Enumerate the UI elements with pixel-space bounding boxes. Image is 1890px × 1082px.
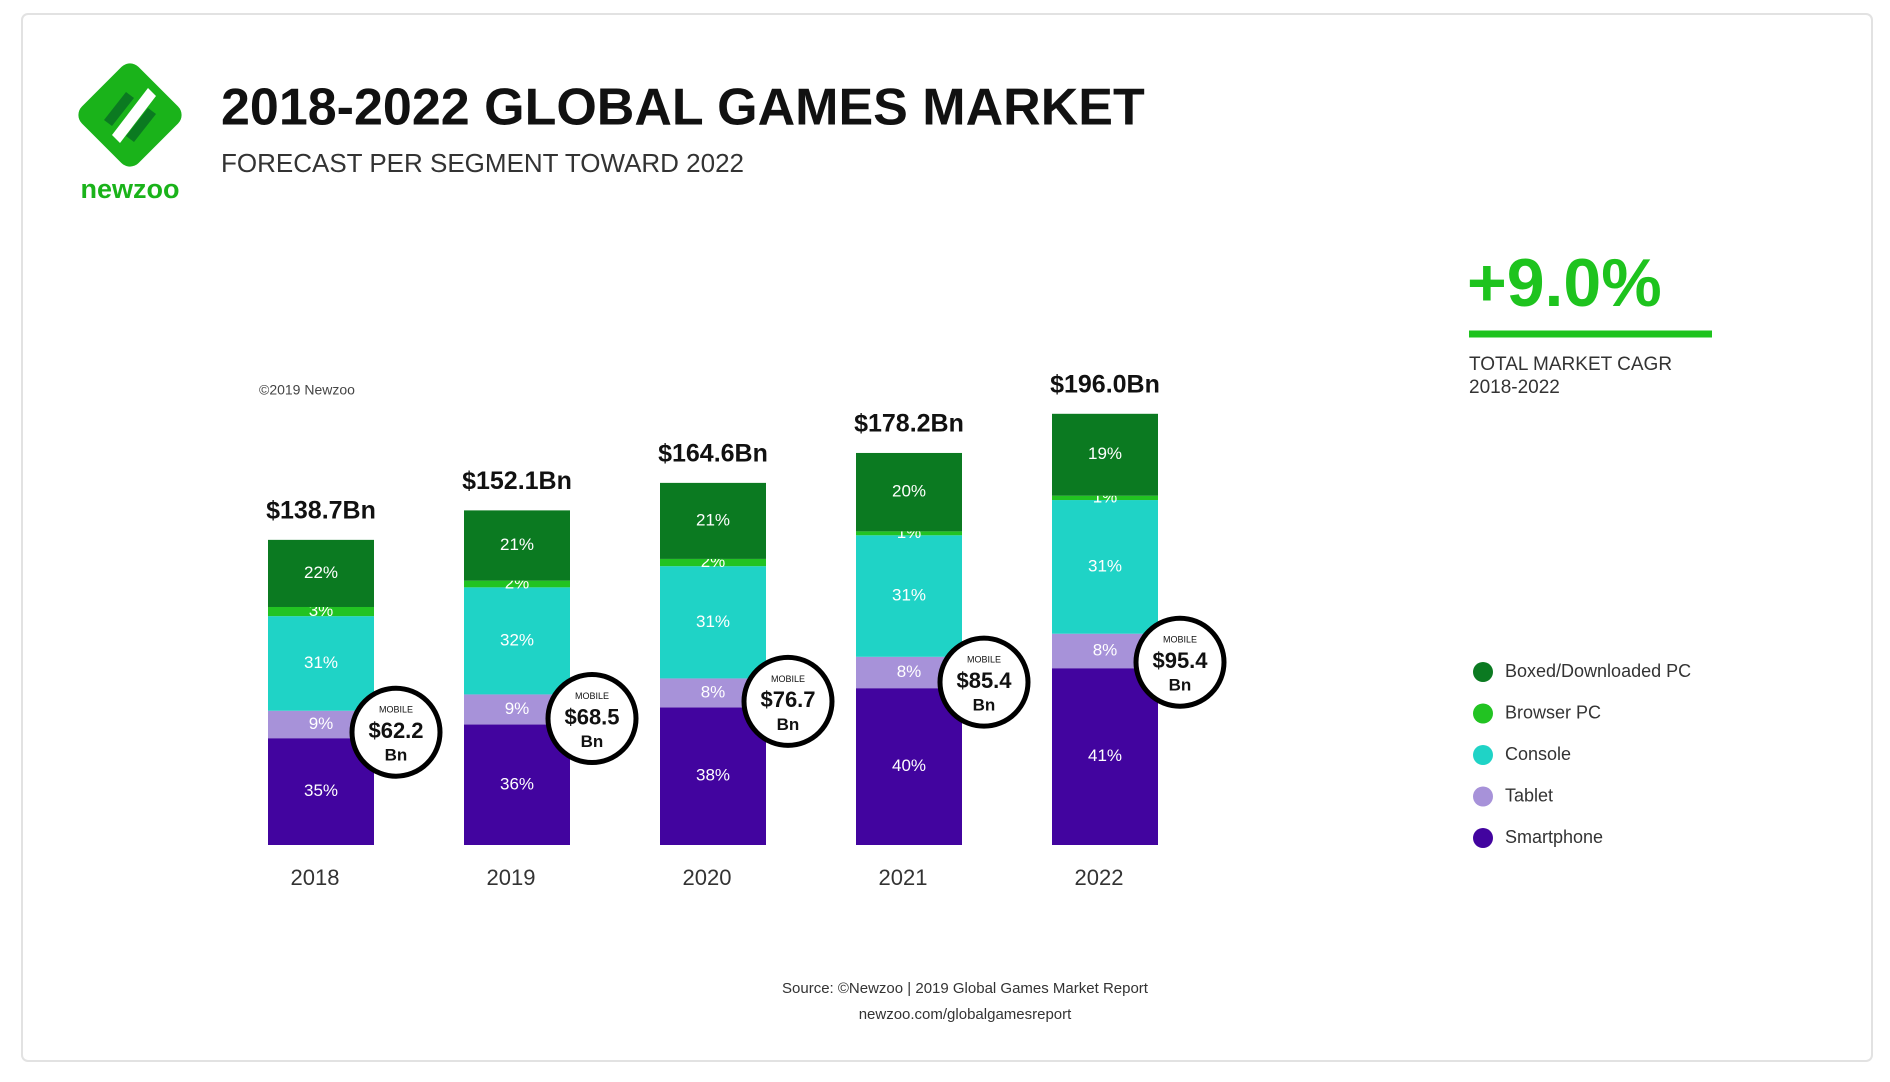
segment: [660, 558, 766, 567]
mobile-caption: MOBILE: [575, 691, 609, 701]
legend-label: Tablet: [1505, 785, 1553, 805]
segment-label: 31%: [304, 653, 338, 672]
cagr-value: +9.0%: [1467, 245, 1662, 321]
subtitle: FORECAST PER SEGMENT TOWARD 2022: [221, 148, 744, 178]
legend-label: Console: [1505, 744, 1571, 764]
segment: [464, 587, 570, 695]
total-label: $196.0Bn: [1050, 370, 1160, 398]
segment-label: 31%: [696, 612, 730, 631]
legend-swatch: [1473, 786, 1493, 807]
legend-label: Boxed/Downloaded PC: [1505, 661, 1691, 681]
segment: [268, 616, 374, 711]
segment-label: 21%: [696, 510, 730, 529]
mobile-unit: Bn: [1169, 676, 1192, 695]
mobile-value: $76.7: [760, 687, 815, 712]
segment: [464, 510, 570, 581]
segment-label: 8%: [701, 682, 726, 701]
mobile-unit: Bn: [385, 746, 408, 765]
mobile-value: $95.4: [1152, 648, 1208, 673]
mobile-badge: [937, 635, 1031, 729]
mobile-badge: [545, 672, 639, 766]
cagr-period: 2018-2022: [1469, 377, 1560, 398]
segment-label: 32%: [500, 630, 534, 649]
segment-label: 40%: [892, 756, 926, 775]
x-tick-label: 2019: [487, 865, 536, 890]
legend-swatch: [1473, 662, 1493, 682]
legend-swatch: [1473, 703, 1493, 724]
mobile-caption: MOBILE: [771, 674, 805, 684]
segment-label: 8%: [897, 662, 922, 681]
cagr-label: TOTAL MARKET CAGR: [1469, 354, 1672, 375]
mobile-badge: [349, 685, 443, 779]
title: 2018-2022 GLOBAL GAMES MARKET: [221, 79, 1145, 137]
legend-swatch: [1473, 828, 1493, 848]
segment-label: 19%: [1088, 444, 1122, 463]
segment: [660, 566, 766, 679]
segment: [856, 688, 962, 845]
legend-swatch: [1473, 745, 1493, 765]
segment-label: 41%: [1088, 746, 1122, 765]
segment: [856, 535, 962, 657]
logo-text: newzoo: [81, 174, 180, 204]
segment: [1052, 668, 1158, 845]
mobile-caption: MOBILE: [379, 705, 413, 715]
x-tick-label: 2020: [683, 865, 732, 890]
segment-label: 20%: [892, 482, 926, 501]
segment-label: 9%: [505, 699, 530, 718]
x-tick-label: 2018: [291, 865, 340, 890]
copyright: ©2019 Newzoo: [259, 382, 355, 398]
legend-label: Browser PC: [1505, 702, 1601, 722]
mobile-unit: Bn: [973, 696, 996, 715]
segment: [856, 531, 962, 536]
segment: [1052, 413, 1158, 496]
mobile-badge: [741, 654, 835, 748]
logo: [78, 63, 182, 167]
segment: [464, 724, 570, 845]
segment: [1052, 500, 1158, 634]
segment-label: 9%: [309, 714, 334, 733]
total-label: $178.2Bn: [854, 410, 964, 438]
mobile-unit: Bn: [777, 715, 800, 734]
segment: [464, 580, 570, 588]
segment-label: 31%: [1088, 556, 1122, 575]
total-label: $164.6Bn: [658, 439, 768, 467]
segment-label: 21%: [500, 535, 534, 554]
segment: [1052, 495, 1158, 501]
segment: [268, 606, 374, 617]
total-label: $152.1Bn: [462, 467, 572, 495]
segment-label: 22%: [304, 563, 338, 582]
legend-label: Smartphone: [1505, 827, 1603, 847]
segment: [856, 452, 962, 532]
mobile-value: $62.2: [368, 718, 423, 743]
segment: [660, 482, 766, 559]
segment: [268, 539, 374, 607]
x-tick-label: 2022: [1075, 865, 1124, 890]
mobile-badge: [1133, 615, 1227, 709]
segment-label: 36%: [500, 774, 534, 793]
x-tick-label: 2021: [879, 865, 928, 890]
segment-label: 8%: [1093, 640, 1118, 659]
mobile-value: $68.5: [564, 704, 619, 729]
mobile-caption: MOBILE: [1163, 635, 1197, 645]
mobile-value: $85.4: [956, 668, 1012, 693]
source-url: newzoo.com/globalgamesreport: [859, 1006, 1072, 1023]
mobile-unit: Bn: [581, 732, 604, 751]
segment-label: 35%: [304, 781, 338, 800]
segment-label: 31%: [892, 586, 926, 605]
total-label: $138.7Bn: [266, 496, 376, 524]
segment-label: 38%: [696, 766, 730, 785]
source: Source: ©Newzoo | 2019 Global Games Mark…: [782, 980, 1149, 997]
mobile-caption: MOBILE: [967, 655, 1001, 665]
segment: [660, 707, 766, 845]
